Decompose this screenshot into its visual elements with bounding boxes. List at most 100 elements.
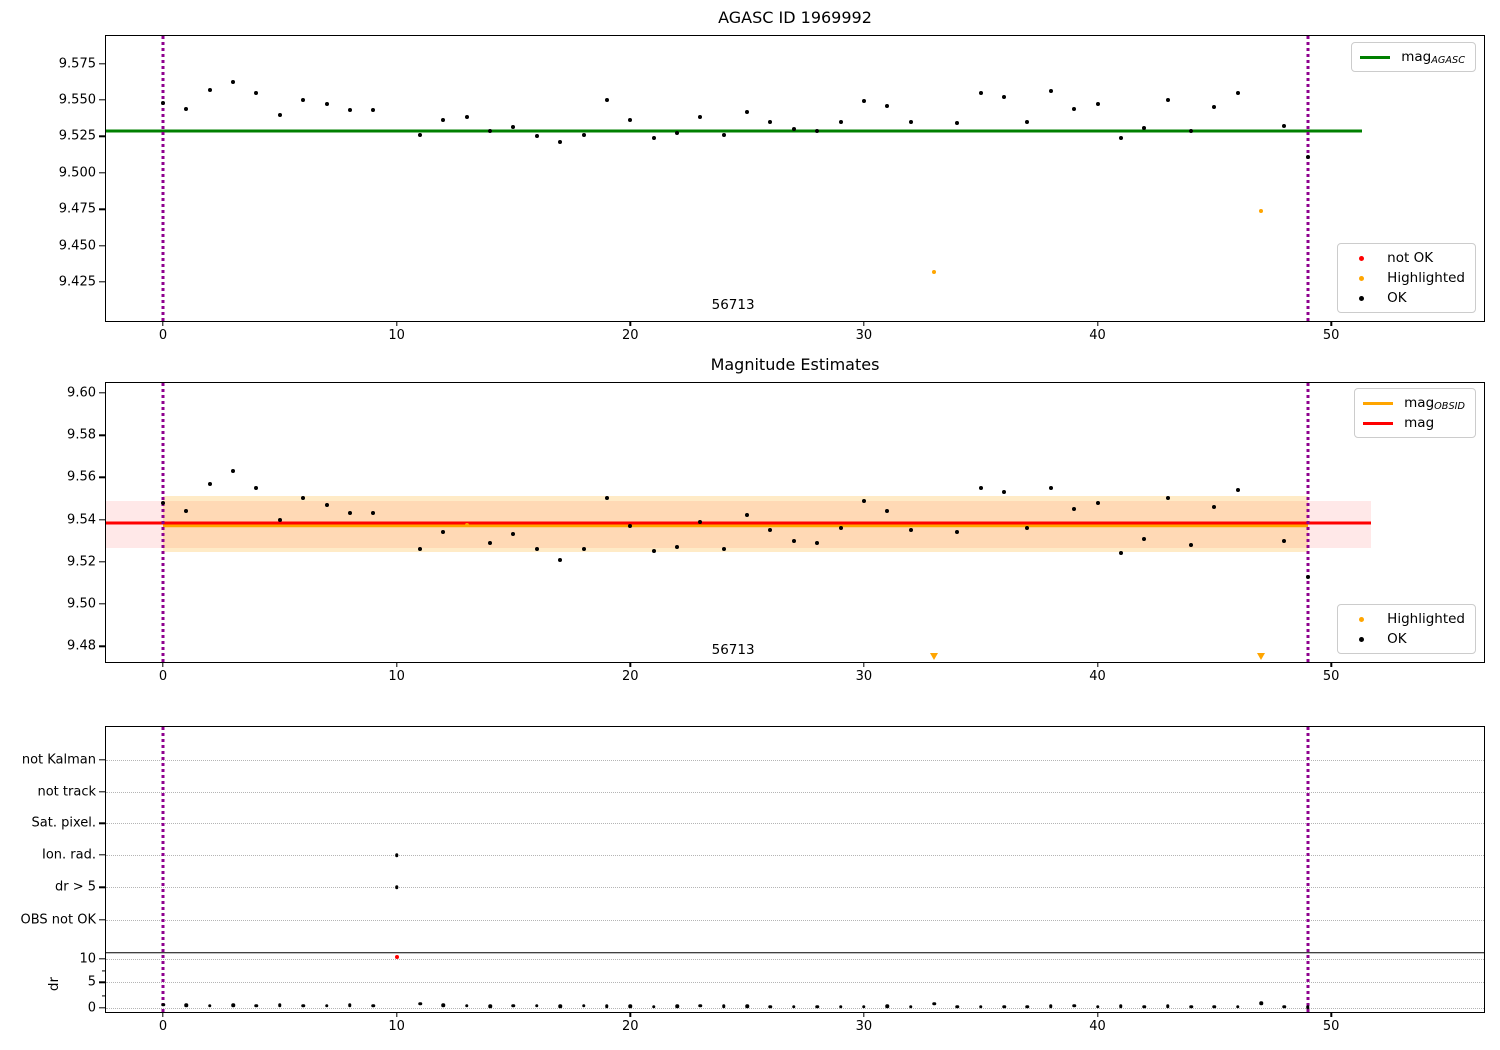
- x-tick: [1096, 1012, 1099, 1017]
- y-tick-label: 9.450: [58, 238, 96, 254]
- dr-point: [675, 1004, 679, 1009]
- dr-point: [815, 1005, 819, 1009]
- legend-marker-icon: [1358, 616, 1364, 622]
- legend-dot-sample: [1346, 275, 1376, 281]
- ok-point: [441, 530, 446, 535]
- ok-point: [1189, 542, 1194, 547]
- legend-marker-icon: [1358, 295, 1364, 301]
- x-tick-label: 10: [388, 669, 405, 684]
- ok-point: [885, 509, 890, 514]
- highlighted-clipped-marker: [930, 653, 938, 661]
- legend-label: Highlighted: [1387, 611, 1465, 627]
- ok-point: [651, 135, 656, 140]
- x-tick: [863, 662, 865, 667]
- obsid-boundary-line: [161, 36, 165, 321]
- dr-threshold-line: [106, 951, 1484, 954]
- x-tick-label: 0: [158, 328, 168, 343]
- y-tick: [99, 561, 106, 563]
- ok-point: [347, 108, 352, 113]
- ok-point: [207, 481, 212, 486]
- y-tick: [99, 208, 106, 210]
- y-tick-label: dr > 5: [54, 879, 96, 895]
- ok-point: [254, 90, 259, 95]
- x-tick-label: 40: [1089, 328, 1106, 343]
- ok-point: [721, 132, 726, 137]
- agasc-mag-panel: AGASC ID 1969992 56713 0 10 20 30 40 50 9.425 9.4…: [59, 8, 1485, 343]
- ok-point: [207, 87, 212, 92]
- ok-point: [1282, 124, 1287, 129]
- legend-label: OK: [1387, 631, 1407, 647]
- reference-line: [163, 523, 1308, 528]
- ok-point: [418, 132, 422, 137]
- ok-point: [815, 128, 820, 133]
- y-tick: [99, 476, 106, 479]
- ok-point: [184, 509, 189, 514]
- obsid-boundary-line: [1306, 383, 1310, 662]
- dr-point: [1165, 1004, 1170, 1009]
- legend-entry: magOBSID: [1363, 393, 1465, 413]
- x-tick-label: 20: [622, 1019, 639, 1034]
- x-tick: [1330, 321, 1332, 326]
- dr-point: [581, 1003, 586, 1008]
- ok-point: [301, 97, 306, 102]
- marker-legend: not OK Highlighted OK: [1337, 243, 1476, 313]
- dr-point: [1025, 1004, 1030, 1009]
- dr-point: [1306, 1005, 1310, 1009]
- ok-point: [488, 128, 493, 133]
- ok-point: [815, 540, 820, 545]
- obsid-boundary-line: [161, 383, 165, 662]
- y-tick-label: not Kalman: [21, 752, 96, 768]
- ok-point: [628, 523, 633, 528]
- x-tick-label: 10: [388, 328, 405, 343]
- dr-point: [651, 1004, 656, 1009]
- dr-point: [745, 1004, 749, 1008]
- obsid-label: 56713: [711, 297, 755, 314]
- y-tick: [99, 854, 106, 856]
- ok-point: [861, 99, 866, 104]
- grid-line: [106, 887, 1484, 889]
- legend-entry: Highlighted: [1346, 609, 1465, 629]
- ok-point: [254, 485, 259, 490]
- obsid-boundary-line: [1306, 727, 1310, 1012]
- legend-marker-icon: [1360, 55, 1391, 59]
- reference-line: [106, 521, 1371, 525]
- legend-entry: OK: [1346, 288, 1465, 308]
- y-tick-label: 9.50: [67, 596, 96, 612]
- grid-line: [106, 855, 1484, 857]
- y-tick-label: 9.48: [67, 638, 96, 654]
- ok-point: [184, 106, 189, 111]
- legend-label: Highlighted: [1387, 270, 1465, 286]
- legend-label: magOBSID: [1404, 395, 1465, 412]
- legend-marker-icon: [1358, 255, 1364, 261]
- ok-point: [721, 547, 726, 552]
- legend-dot-sample: [1346, 255, 1376, 261]
- highlighted-clipped-marker: [1257, 653, 1266, 661]
- ok-point: [371, 511, 376, 516]
- ok-point: [1165, 97, 1170, 102]
- mag-agasc-legend: magAGASC: [1351, 42, 1476, 72]
- y-tick-label: 10: [79, 951, 96, 967]
- ok-point: [1212, 504, 1217, 509]
- ok-point: [1282, 538, 1287, 543]
- marker-legend: Highlighted OK: [1337, 604, 1476, 654]
- ok-point: [1212, 105, 1217, 110]
- ok-point: [1235, 90, 1240, 95]
- ok-point: [698, 519, 703, 524]
- ok-point: [698, 114, 703, 119]
- dr-point: [605, 1004, 609, 1009]
- dr-point: [628, 1004, 633, 1009]
- y-tick: [99, 603, 106, 605]
- ok-point: [1165, 496, 1170, 501]
- y-tick: [99, 172, 106, 174]
- ok-point: [441, 118, 446, 123]
- ok-point: [955, 530, 960, 535]
- ok-point: [955, 121, 960, 126]
- dr-point: [955, 1005, 960, 1009]
- ok-point: [1142, 125, 1147, 130]
- y-tick: [99, 1007, 106, 1009]
- ok-point: [511, 532, 516, 537]
- grid-line: [106, 759, 1484, 761]
- ok-point: [511, 124, 516, 129]
- ok-point: [1305, 574, 1310, 579]
- ok-point: [861, 498, 866, 503]
